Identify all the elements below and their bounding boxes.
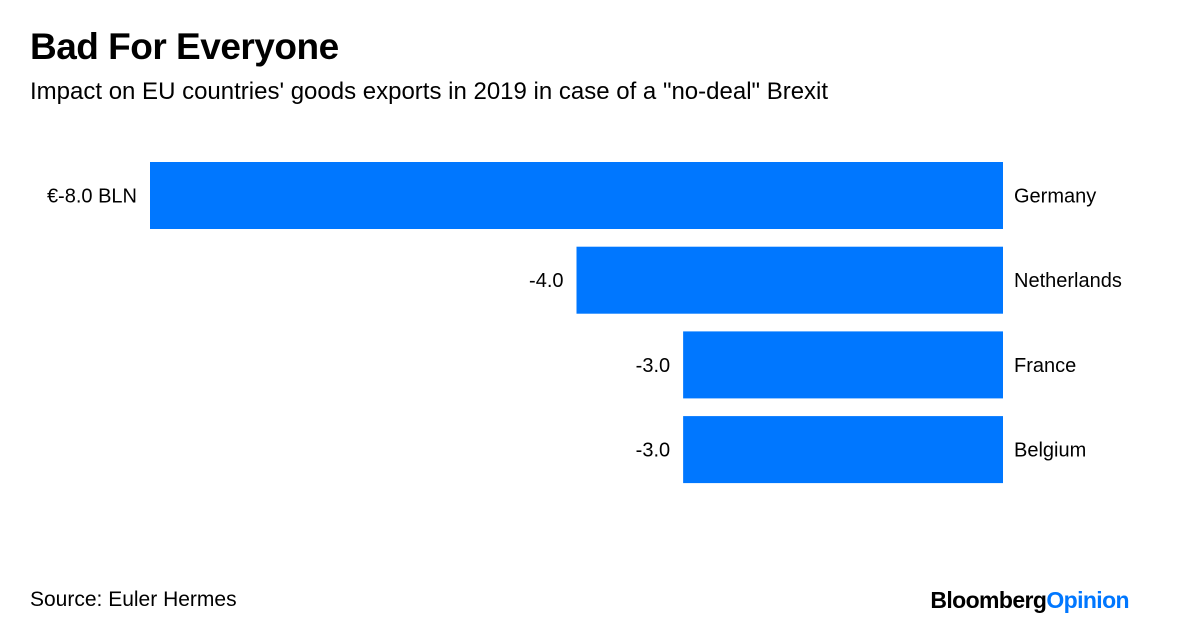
chart-title: Bad For Everyone xyxy=(30,26,339,67)
bar-belgium xyxy=(683,416,1003,484)
value-label-france: -3.0 xyxy=(636,355,670,377)
value-label-germany: €-8.0 BLN xyxy=(47,186,137,208)
category-label-germany: Germany xyxy=(1014,186,1096,208)
bar-germany xyxy=(150,162,1003,229)
source-note: Source: Euler Hermes xyxy=(30,588,237,611)
category-label-belgium: Belgium xyxy=(1014,440,1086,462)
value-label-netherlands: -4.0 xyxy=(529,270,563,292)
value-label-belgium: -3.0 xyxy=(636,440,670,462)
bar-netherlands xyxy=(576,246,1003,314)
brand-opinion: Opinion xyxy=(1046,587,1129,613)
bar-france xyxy=(683,331,1003,399)
category-label-netherlands: Netherlands xyxy=(1014,270,1122,292)
chart-subtitle: Impact on EU countries' goods exports in… xyxy=(30,78,829,105)
category-label-france: France xyxy=(1014,355,1076,377)
bloomberg-opinion-logo: BloombergOpinion xyxy=(930,587,1129,614)
brand-name: Bloomberg xyxy=(930,587,1047,613)
